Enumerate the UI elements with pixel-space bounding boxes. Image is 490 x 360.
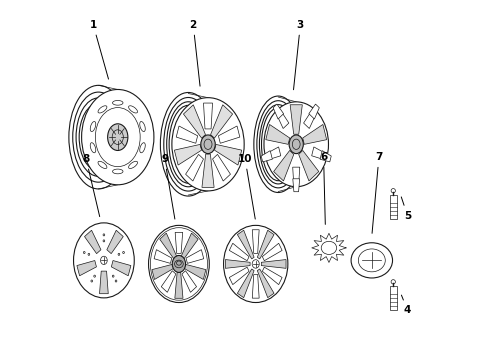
Ellipse shape bbox=[115, 280, 117, 282]
Ellipse shape bbox=[172, 98, 244, 191]
Polygon shape bbox=[390, 195, 397, 219]
Polygon shape bbox=[257, 230, 274, 259]
Polygon shape bbox=[257, 269, 274, 298]
Polygon shape bbox=[176, 126, 197, 143]
Ellipse shape bbox=[108, 124, 128, 150]
Polygon shape bbox=[154, 249, 172, 264]
Ellipse shape bbox=[113, 100, 123, 105]
Text: 7: 7 bbox=[372, 152, 383, 233]
Ellipse shape bbox=[103, 234, 105, 236]
Text: 1: 1 bbox=[90, 19, 108, 79]
Text: 2: 2 bbox=[190, 19, 200, 86]
Ellipse shape bbox=[113, 169, 123, 174]
Polygon shape bbox=[278, 113, 289, 129]
Ellipse shape bbox=[201, 135, 215, 154]
Ellipse shape bbox=[172, 256, 186, 273]
Ellipse shape bbox=[91, 280, 93, 282]
Ellipse shape bbox=[128, 161, 138, 168]
Ellipse shape bbox=[264, 102, 328, 187]
Polygon shape bbox=[183, 105, 205, 138]
Text: 4: 4 bbox=[401, 295, 411, 315]
Polygon shape bbox=[293, 179, 300, 192]
Ellipse shape bbox=[128, 106, 138, 113]
Polygon shape bbox=[312, 233, 346, 262]
Ellipse shape bbox=[94, 275, 96, 277]
Polygon shape bbox=[229, 243, 249, 261]
Polygon shape bbox=[219, 126, 240, 143]
Polygon shape bbox=[77, 261, 97, 276]
Polygon shape bbox=[304, 113, 315, 129]
Polygon shape bbox=[184, 264, 206, 279]
Polygon shape bbox=[390, 286, 397, 310]
Text: 10: 10 bbox=[238, 154, 255, 219]
Text: 5: 5 bbox=[401, 197, 411, 221]
Ellipse shape bbox=[148, 225, 209, 302]
Ellipse shape bbox=[140, 121, 145, 131]
Text: 8: 8 bbox=[82, 154, 99, 217]
Ellipse shape bbox=[83, 252, 85, 253]
Polygon shape bbox=[252, 230, 259, 253]
Polygon shape bbox=[213, 154, 230, 181]
Polygon shape bbox=[312, 147, 323, 159]
Polygon shape bbox=[262, 267, 282, 285]
Polygon shape bbox=[273, 150, 294, 181]
Polygon shape bbox=[270, 147, 281, 159]
Polygon shape bbox=[237, 269, 254, 298]
Polygon shape bbox=[152, 264, 174, 279]
Polygon shape bbox=[229, 267, 249, 285]
Ellipse shape bbox=[88, 253, 90, 255]
Polygon shape bbox=[237, 230, 254, 259]
Polygon shape bbox=[186, 249, 204, 264]
Polygon shape bbox=[262, 243, 282, 261]
Polygon shape bbox=[309, 104, 319, 119]
Polygon shape bbox=[174, 144, 201, 165]
Polygon shape bbox=[107, 230, 123, 254]
Polygon shape bbox=[273, 104, 284, 119]
Polygon shape bbox=[299, 150, 319, 181]
Ellipse shape bbox=[223, 225, 288, 302]
Polygon shape bbox=[175, 271, 183, 298]
Polygon shape bbox=[211, 105, 233, 138]
Polygon shape bbox=[215, 144, 242, 165]
Polygon shape bbox=[203, 103, 213, 129]
Polygon shape bbox=[99, 271, 108, 294]
Polygon shape bbox=[320, 150, 331, 162]
Ellipse shape bbox=[90, 121, 96, 131]
Polygon shape bbox=[175, 232, 183, 253]
Polygon shape bbox=[261, 150, 272, 162]
Ellipse shape bbox=[98, 161, 107, 168]
Polygon shape bbox=[290, 105, 302, 134]
Polygon shape bbox=[225, 260, 250, 268]
Ellipse shape bbox=[122, 252, 124, 253]
Text: 6: 6 bbox=[320, 152, 327, 224]
Ellipse shape bbox=[391, 189, 395, 193]
Polygon shape bbox=[181, 233, 198, 259]
Ellipse shape bbox=[98, 106, 107, 113]
Ellipse shape bbox=[82, 90, 154, 185]
Ellipse shape bbox=[74, 223, 134, 298]
Ellipse shape bbox=[351, 243, 392, 278]
Ellipse shape bbox=[391, 280, 395, 284]
Text: 9: 9 bbox=[161, 154, 175, 219]
Ellipse shape bbox=[90, 143, 96, 153]
Polygon shape bbox=[182, 271, 196, 292]
Polygon shape bbox=[160, 233, 177, 259]
Ellipse shape bbox=[118, 253, 120, 255]
Ellipse shape bbox=[140, 143, 145, 153]
Polygon shape bbox=[303, 125, 327, 144]
Ellipse shape bbox=[112, 275, 114, 277]
Ellipse shape bbox=[103, 240, 105, 242]
Polygon shape bbox=[293, 167, 300, 180]
Polygon shape bbox=[161, 271, 176, 292]
Polygon shape bbox=[202, 154, 214, 188]
Ellipse shape bbox=[289, 135, 303, 154]
Polygon shape bbox=[261, 260, 286, 268]
Polygon shape bbox=[84, 230, 101, 254]
Polygon shape bbox=[186, 154, 203, 181]
Polygon shape bbox=[252, 274, 259, 298]
Text: 3: 3 bbox=[294, 19, 304, 90]
Polygon shape bbox=[266, 125, 290, 144]
Polygon shape bbox=[111, 261, 131, 276]
